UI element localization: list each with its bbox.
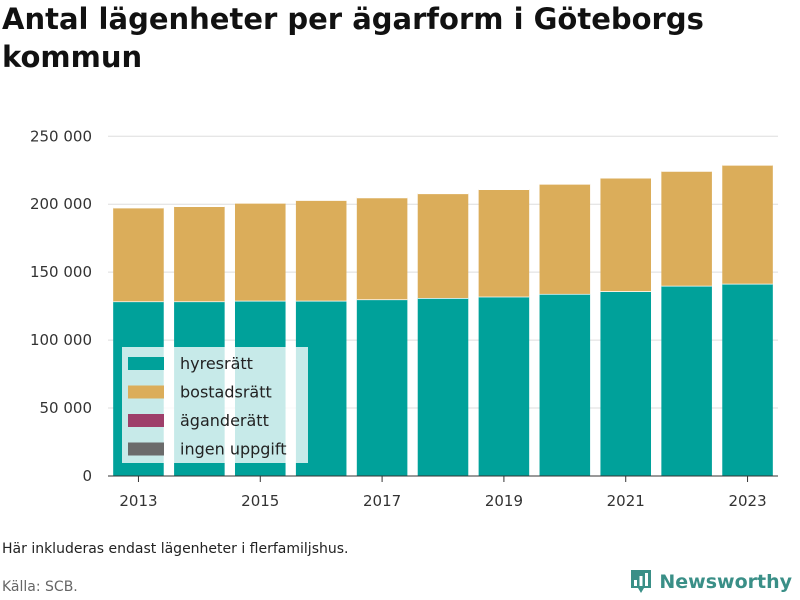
x-tick-label: 2021	[607, 492, 645, 510]
bar-segment	[113, 207, 164, 302]
x-tick-label: 2017	[363, 492, 401, 510]
bar-segment	[722, 164, 773, 284]
x-tick-label: 2013	[119, 492, 157, 510]
legend-label: bostadsrätt	[180, 383, 272, 402]
source-text: Källa: SCB.	[2, 579, 78, 595]
y-tick-label: 100 000	[30, 331, 92, 349]
legend-swatch	[128, 357, 164, 370]
bar-segment	[478, 189, 530, 297]
brand-name: Newsworthy	[659, 571, 792, 593]
chart-title: Antal lägenheter per ägarform i Göteborg…	[2, 2, 704, 74]
x-tick-label: 2015	[241, 492, 279, 510]
axes: 0 50 000 100 000 150 000 200 000 250 000 2013 2…	[30, 127, 778, 510]
x-tick-label: 2023	[728, 492, 766, 510]
x-tick-label: 2019	[485, 492, 523, 510]
y-tick-label: 0	[82, 467, 92, 485]
bar-segment	[600, 177, 652, 292]
newsworthy-logo-icon	[631, 570, 652, 593]
legend-label: hyresrätt	[180, 354, 253, 373]
bar-segment	[356, 299, 408, 476]
legend: hyresrätt bostadsrätt äganderätt ingen uppg…	[122, 347, 308, 463]
bar-segment	[417, 298, 469, 476]
legend-label: ingen uppgift	[180, 440, 287, 459]
bar-segment	[661, 170, 712, 286]
bar-segment	[234, 202, 286, 301]
bar-segment	[295, 200, 347, 301]
bar-segment	[417, 193, 469, 298]
bar-segment	[539, 293, 591, 476]
bar-segment	[661, 285, 712, 476]
bar-segment	[174, 206, 225, 302]
y-tick-label: 150 000	[30, 263, 92, 281]
bar-segment	[356, 197, 408, 300]
y-tick-label: 200 000	[30, 195, 92, 213]
legend-swatch	[128, 385, 164, 399]
bar-segment	[600, 291, 652, 476]
y-tick-label: 50 000	[40, 399, 93, 417]
legend-swatch	[128, 414, 164, 427]
brand-logo: Newsworthy	[629, 568, 792, 596]
bar-segment	[539, 183, 591, 294]
y-tick-label: 250 000	[30, 127, 92, 145]
bar-segment	[478, 296, 530, 476]
legend-swatch	[128, 442, 164, 456]
bar-segment	[722, 283, 773, 476]
legend-label: äganderätt	[180, 411, 269, 430]
chart-note: Här inkluderas endast lägenheter i flerf…	[2, 541, 349, 557]
